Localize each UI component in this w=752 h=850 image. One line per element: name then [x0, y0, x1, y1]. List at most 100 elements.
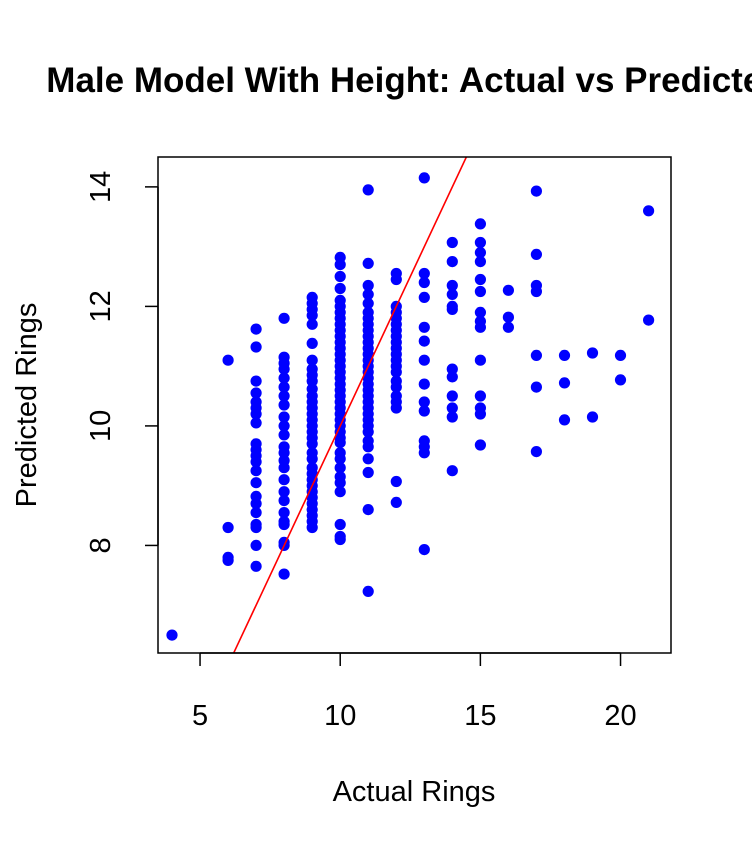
data-point — [306, 375, 318, 387]
data-point — [474, 408, 486, 420]
data-point — [418, 321, 430, 333]
data-point — [222, 521, 234, 534]
data-point — [278, 390, 290, 402]
data-point — [418, 291, 430, 303]
data-point — [362, 279, 374, 292]
data-point — [278, 411, 290, 423]
data-point — [334, 259, 346, 271]
data-point — [390, 381, 402, 393]
data-point — [446, 465, 458, 477]
data-point — [474, 285, 486, 298]
data-point — [643, 205, 655, 217]
data-point — [418, 276, 430, 289]
data-point — [418, 172, 430, 184]
data-point — [362, 504, 374, 516]
data-point — [250, 521, 262, 534]
data-point — [446, 303, 458, 315]
data-point — [278, 495, 290, 507]
data-point — [222, 354, 234, 366]
data-point — [446, 256, 458, 268]
data-point — [362, 297, 374, 309]
data-point — [250, 417, 262, 429]
data-point — [278, 399, 290, 411]
data-point — [334, 486, 346, 498]
data-point — [446, 288, 458, 300]
data-point — [362, 441, 374, 453]
y-axis-label: Predicted Rings — [11, 303, 43, 508]
y-tick-label: 14 — [85, 171, 117, 203]
data-point — [390, 402, 402, 414]
data-point — [362, 257, 374, 269]
data-point — [390, 273, 402, 286]
data-point — [474, 236, 486, 249]
data-point — [334, 477, 346, 489]
data-point — [278, 447, 290, 459]
data-point — [306, 521, 318, 534]
data-point — [334, 518, 346, 531]
data-point — [446, 402, 458, 414]
x-axis: 5 10 15 20 — [192, 652, 637, 732]
x-tick-label: 5 — [192, 700, 208, 732]
data-point — [558, 414, 571, 426]
data-point — [362, 426, 374, 438]
data-point — [502, 311, 514, 323]
data-point — [558, 349, 571, 361]
data-point — [530, 446, 543, 458]
data-point — [530, 349, 543, 361]
data-point — [586, 411, 599, 423]
data-point — [530, 185, 543, 197]
data-point — [362, 466, 374, 479]
data-point — [306, 337, 318, 349]
data-point — [362, 184, 374, 196]
data-point — [474, 439, 486, 451]
x-tick-label: 10 — [324, 700, 356, 732]
data-point — [306, 453, 318, 465]
data-point — [643, 314, 655, 326]
data-point — [250, 477, 262, 489]
data-point — [418, 405, 430, 417]
y-axis: 8 10 12 14 — [85, 171, 159, 553]
data-point — [278, 381, 290, 393]
data-point — [278, 486, 290, 498]
data-point — [418, 267, 430, 280]
plot-frame — [157, 156, 672, 654]
data-point — [418, 447, 430, 459]
data-point — [614, 374, 627, 386]
data-point — [278, 420, 290, 432]
y-tick-label: 12 — [85, 290, 117, 322]
data-point — [586, 347, 599, 359]
data-point — [418, 335, 430, 347]
data-point — [250, 375, 262, 387]
data-point — [474, 218, 486, 230]
data-point — [474, 247, 486, 259]
data-point — [250, 539, 262, 552]
data-point — [278, 568, 290, 580]
data-point — [334, 282, 346, 295]
y-tick-label: 8 — [85, 537, 117, 553]
data-point — [362, 288, 374, 300]
data-point — [278, 518, 290, 531]
data-point — [558, 377, 571, 389]
data-point — [250, 323, 262, 335]
data-point — [530, 381, 543, 393]
reference-line — [232, 157, 468, 653]
chart-title: Male Model With Height: Actual vs Predic… — [46, 61, 752, 100]
data-point — [446, 390, 458, 402]
data-point — [278, 363, 290, 375]
data-point — [418, 354, 430, 366]
data-point — [362, 453, 374, 465]
data-point — [474, 256, 486, 268]
data-point — [474, 390, 486, 402]
data-point — [390, 496, 402, 508]
data-point — [278, 312, 290, 324]
data-point — [418, 544, 430, 556]
data-point — [474, 354, 486, 366]
data-point — [306, 309, 318, 321]
data-point — [334, 453, 346, 465]
data-point — [390, 366, 402, 378]
data-point — [502, 321, 514, 333]
data-point — [446, 411, 458, 423]
data-point — [278, 506, 290, 519]
data-points — [166, 172, 655, 641]
